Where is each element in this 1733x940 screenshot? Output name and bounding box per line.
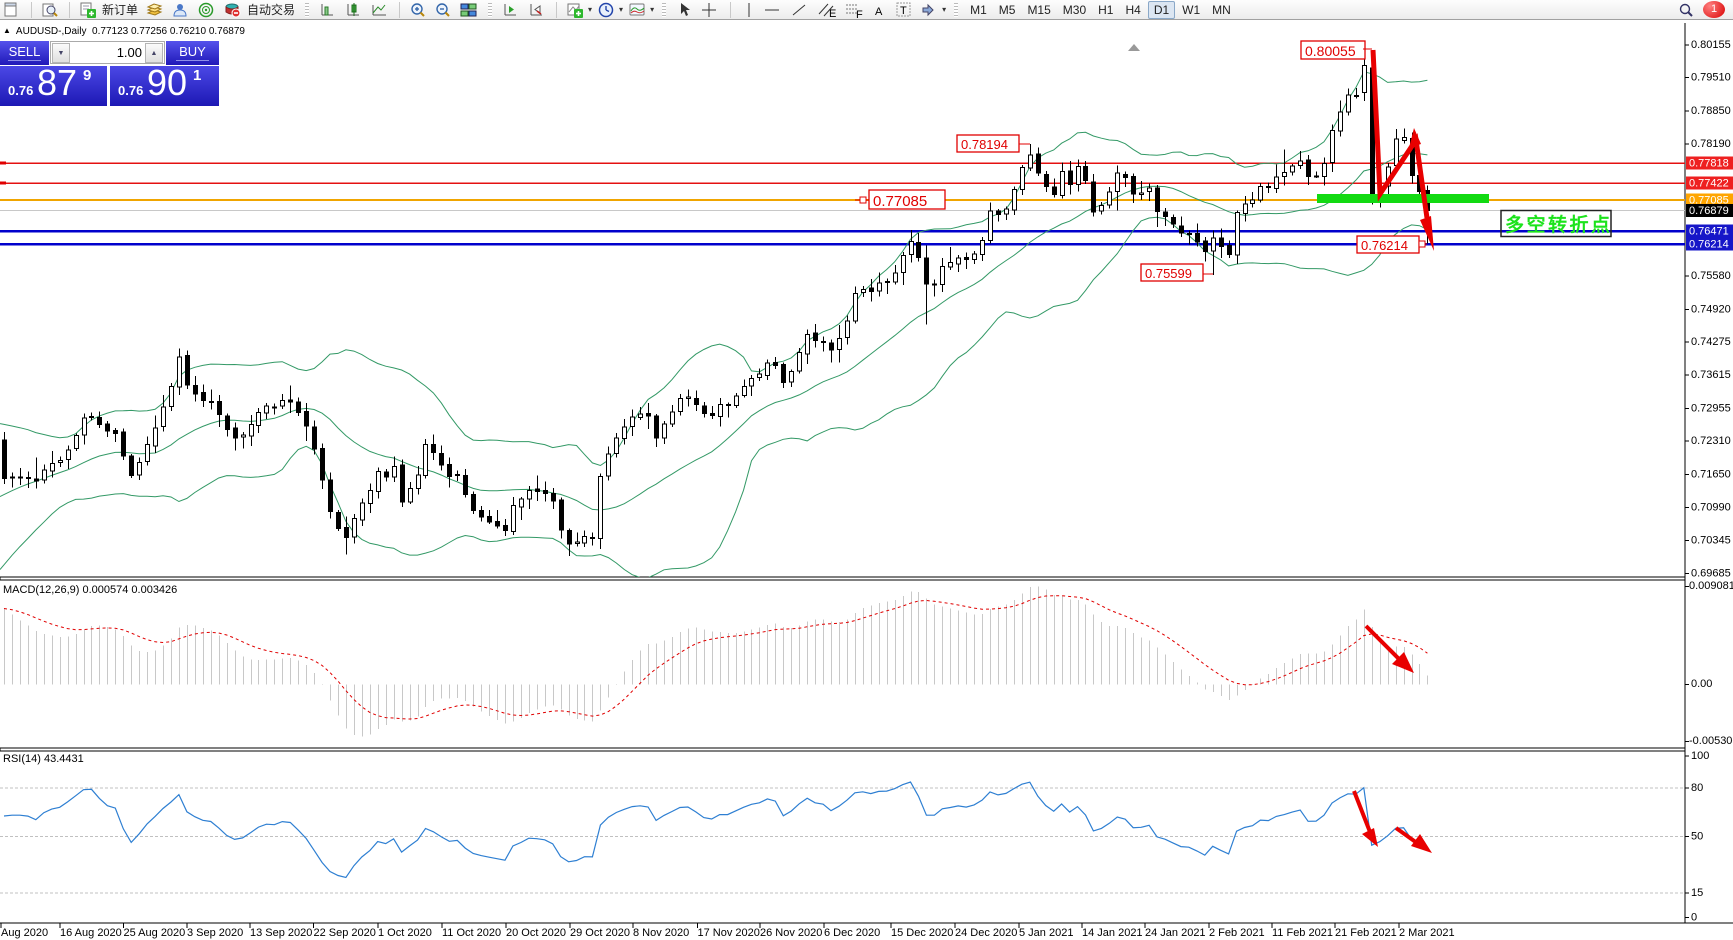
svg-text:0.009081: 0.009081 xyxy=(1689,580,1733,592)
svg-text:3 Sep 2020: 3 Sep 2020 xyxy=(187,927,243,939)
svg-text:0.78190: 0.78190 xyxy=(1691,138,1731,150)
svg-text:100: 100 xyxy=(1691,750,1709,762)
svg-text:21 Feb 2021: 21 Feb 2021 xyxy=(1335,927,1397,939)
svg-text:A: A xyxy=(875,6,883,18)
svg-text:14 Jan 2021: 14 Jan 2021 xyxy=(1082,927,1143,939)
svg-text:5 Jan 2021: 5 Jan 2021 xyxy=(1019,927,1073,939)
svg-text:15: 15 xyxy=(1691,887,1703,899)
svg-text:17 Nov 2020: 17 Nov 2020 xyxy=(698,927,760,939)
svg-text:多空转折点: 多空转折点 xyxy=(1505,213,1613,236)
svg-text:0.76214: 0.76214 xyxy=(1689,239,1729,251)
svg-text:0.80055: 0.80055 xyxy=(1305,43,1356,59)
svg-text:16 Aug 2020: 16 Aug 2020 xyxy=(60,927,122,939)
svg-text:0.76879: 0.76879 xyxy=(1689,205,1729,217)
svg-text:24 Jan 2021: 24 Jan 2021 xyxy=(1145,927,1206,939)
svg-text:0.80155: 0.80155 xyxy=(1691,39,1731,51)
svg-text:6 Dec 2020: 6 Dec 2020 xyxy=(824,927,880,939)
svg-text:0.75599: 0.75599 xyxy=(1145,266,1192,281)
svg-text:0.77422: 0.77422 xyxy=(1689,178,1729,190)
svg-text:8 Nov 2020: 8 Nov 2020 xyxy=(633,927,689,939)
svg-text:E: E xyxy=(829,8,836,18)
svg-text:-0.005306: -0.005306 xyxy=(1689,735,1733,747)
svg-text:RSI(14) 43.4431: RSI(14) 43.4431 xyxy=(3,753,84,765)
svg-text:1 Oct 2020: 1 Oct 2020 xyxy=(378,927,432,939)
svg-text:20 Oct 2020: 20 Oct 2020 xyxy=(506,927,566,939)
svg-text:29 Oct 2020: 29 Oct 2020 xyxy=(570,927,630,939)
svg-text:0.70990: 0.70990 xyxy=(1691,502,1731,514)
svg-text:25 Aug 2020: 25 Aug 2020 xyxy=(124,927,186,939)
svg-text:0: 0 xyxy=(1691,912,1697,924)
svg-text:0.00: 0.00 xyxy=(1691,678,1712,690)
svg-text:0.70345: 0.70345 xyxy=(1691,534,1731,546)
svg-text:2 Feb 2021: 2 Feb 2021 xyxy=(1209,927,1265,939)
svg-text:15 Dec 2020: 15 Dec 2020 xyxy=(891,927,953,939)
svg-text:50: 50 xyxy=(1691,831,1703,843)
svg-text:11 Oct 2020: 11 Oct 2020 xyxy=(442,927,501,939)
svg-text:22 Sep 2020: 22 Sep 2020 xyxy=(314,927,376,939)
svg-text:0.72955: 0.72955 xyxy=(1691,403,1731,415)
svg-text:0.76214: 0.76214 xyxy=(1361,238,1408,253)
svg-text:0.71650: 0.71650 xyxy=(1691,468,1731,480)
svg-text:T: T xyxy=(900,5,907,17)
svg-text:0.74275: 0.74275 xyxy=(1691,336,1731,348)
svg-text:F: F xyxy=(856,9,863,18)
svg-text:0.75580: 0.75580 xyxy=(1691,270,1731,282)
svg-text:0.74920: 0.74920 xyxy=(1691,303,1731,315)
svg-text:Aug 2020: Aug 2020 xyxy=(1,927,48,939)
svg-text:24 Dec 2020: 24 Dec 2020 xyxy=(955,927,1017,939)
svg-text:26 Nov 2020: 26 Nov 2020 xyxy=(760,927,822,939)
svg-text:13 Sep 2020: 13 Sep 2020 xyxy=(250,927,312,939)
svg-text:0.76471: 0.76471 xyxy=(1689,226,1729,238)
svg-text:2 Mar 2021: 2 Mar 2021 xyxy=(1399,927,1455,939)
svg-text:0.69685: 0.69685 xyxy=(1691,568,1731,580)
svg-text:0.78194: 0.78194 xyxy=(961,137,1008,152)
svg-text:0.73615: 0.73615 xyxy=(1691,369,1731,381)
svg-text:11 Feb 2021: 11 Feb 2021 xyxy=(1272,927,1333,939)
svg-text:0.72310: 0.72310 xyxy=(1691,435,1731,447)
svg-text:0.78850: 0.78850 xyxy=(1691,105,1731,117)
svg-text:MACD(12,26,9) 0.000574 0.00342: MACD(12,26,9) 0.000574 0.003426 xyxy=(3,584,177,596)
svg-text:80: 80 xyxy=(1691,782,1703,794)
svg-text:0.77085: 0.77085 xyxy=(1689,195,1729,207)
svg-text:0.77818: 0.77818 xyxy=(1689,158,1729,170)
svg-text:0.79510: 0.79510 xyxy=(1691,72,1731,84)
svg-text:0.77085: 0.77085 xyxy=(873,193,927,210)
